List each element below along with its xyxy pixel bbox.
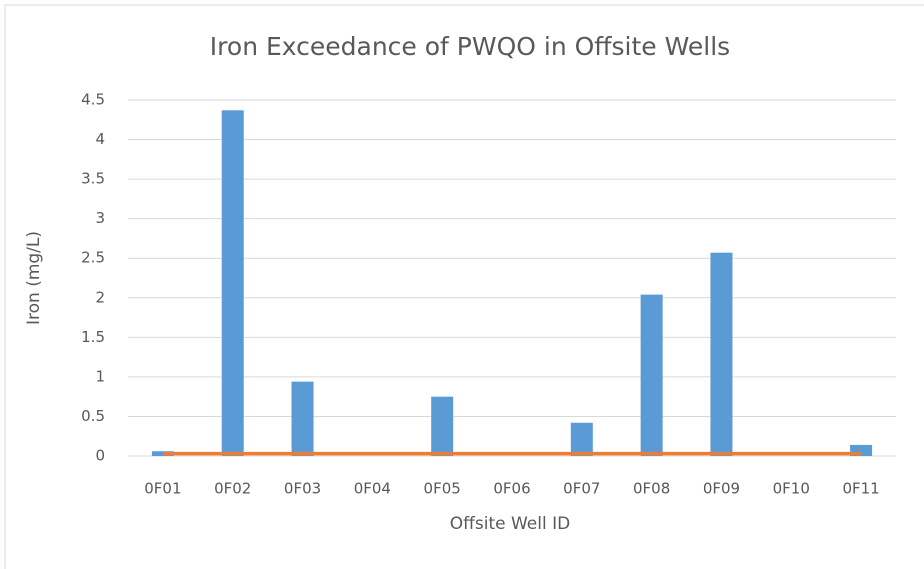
y-axis-title: Iron (mg/L) — [24, 231, 44, 325]
bar — [221, 110, 244, 456]
y-tick-label: 3 — [95, 209, 105, 227]
x-axis-title: Offsite Well ID — [450, 514, 570, 534]
y-tick-label: 3.5 — [81, 170, 105, 188]
y-tick-label: 1 — [95, 367, 105, 385]
x-tick-label: 0F04 — [354, 480, 391, 498]
x-tick-label: 0F03 — [284, 480, 321, 498]
x-tick-label: 0F02 — [214, 480, 251, 498]
bar — [291, 381, 314, 456]
x-tick-label: 0F01 — [144, 480, 181, 498]
x-tick-label: 0F07 — [563, 480, 600, 498]
bar — [431, 396, 454, 456]
chart-frame — [4, 4, 924, 569]
bar — [850, 444, 873, 456]
x-tick-label: 0F08 — [633, 480, 670, 498]
y-tick-label: 2.5 — [81, 249, 105, 267]
x-tick-label: 0F06 — [493, 480, 530, 498]
y-tick-label: 0 — [95, 447, 105, 465]
bar — [570, 422, 593, 456]
x-tick-label: 0F05 — [424, 480, 461, 498]
x-tick-label: 0F10 — [773, 480, 810, 498]
y-tick-label: 1.5 — [81, 328, 105, 346]
y-tick-label: 2 — [95, 288, 105, 306]
y-tick-label: 4.5 — [81, 91, 105, 109]
x-tick-label: 0F09 — [703, 480, 740, 498]
x-tick-label: 0F11 — [842, 480, 879, 498]
bar — [640, 294, 663, 456]
bar — [710, 252, 733, 456]
y-tick-label: 0.5 — [81, 407, 105, 425]
chart-title: Iron Exceedance of PWQO in Offsite Wells — [210, 32, 730, 61]
y-tick-label: 4 — [95, 130, 105, 148]
